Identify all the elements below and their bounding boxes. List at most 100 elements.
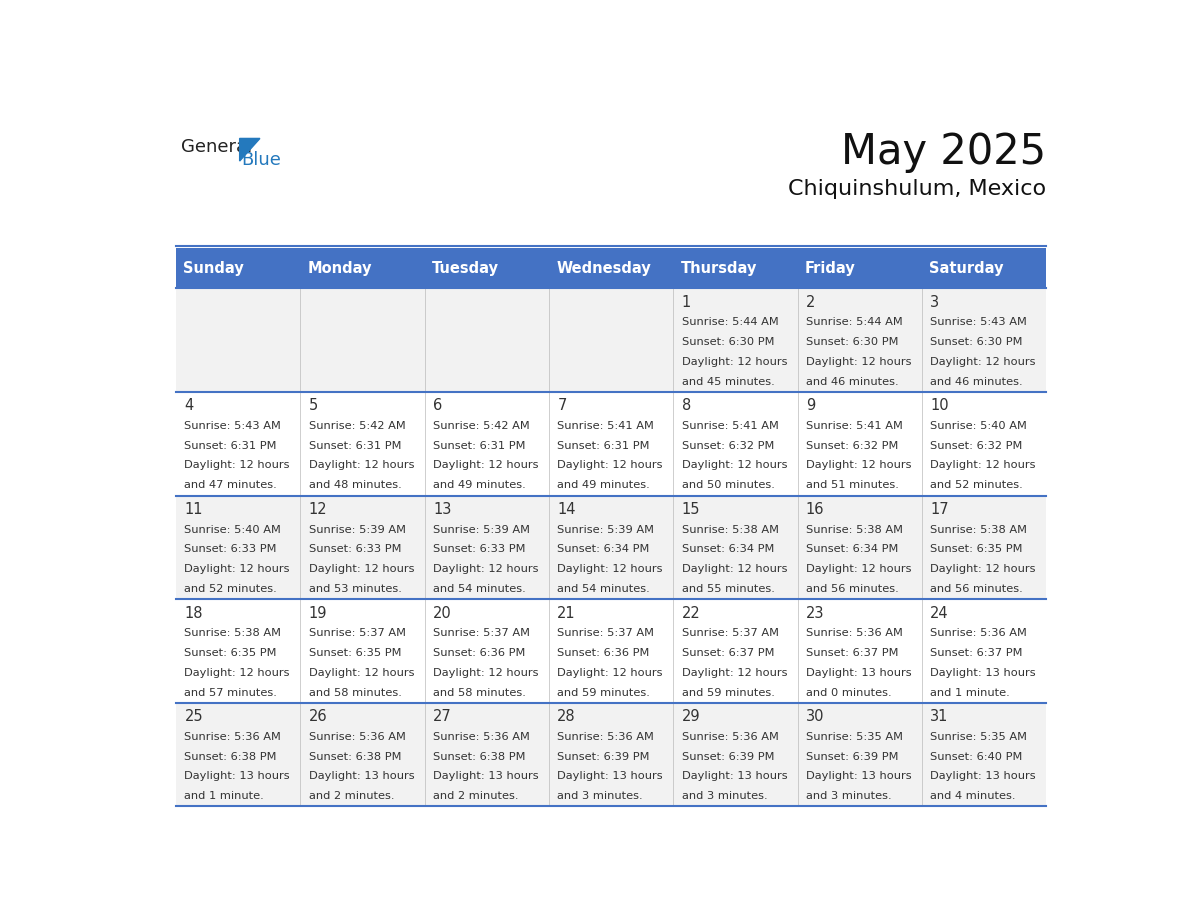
Text: and 53 minutes.: and 53 minutes. bbox=[309, 584, 402, 594]
Text: Daylight: 12 hours: Daylight: 12 hours bbox=[309, 461, 415, 471]
Text: Sunrise: 5:41 AM: Sunrise: 5:41 AM bbox=[805, 420, 903, 431]
Polygon shape bbox=[240, 139, 260, 161]
Text: and 59 minutes.: and 59 minutes. bbox=[557, 688, 650, 698]
Text: 1: 1 bbox=[682, 295, 691, 309]
Text: 31: 31 bbox=[930, 709, 948, 724]
Text: Daylight: 12 hours: Daylight: 12 hours bbox=[432, 667, 538, 677]
Text: 2: 2 bbox=[805, 295, 815, 309]
Text: and 0 minutes.: and 0 minutes. bbox=[805, 688, 891, 698]
Text: and 52 minutes.: and 52 minutes. bbox=[184, 584, 277, 594]
Text: and 54 minutes.: and 54 minutes. bbox=[432, 584, 526, 594]
Text: 26: 26 bbox=[309, 709, 328, 724]
Text: and 48 minutes.: and 48 minutes. bbox=[309, 480, 402, 490]
Text: Sunrise: 5:37 AM: Sunrise: 5:37 AM bbox=[309, 628, 405, 638]
Text: Daylight: 12 hours: Daylight: 12 hours bbox=[805, 564, 911, 574]
Text: 4: 4 bbox=[184, 398, 194, 413]
Text: Sunrise: 5:38 AM: Sunrise: 5:38 AM bbox=[805, 524, 903, 534]
Text: Sunrise: 5:40 AM: Sunrise: 5:40 AM bbox=[930, 420, 1028, 431]
Bar bbox=[922, 248, 1047, 288]
Text: Sunset: 6:33 PM: Sunset: 6:33 PM bbox=[184, 544, 277, 554]
Text: Sunday: Sunday bbox=[183, 261, 245, 275]
Text: and 3 minutes.: and 3 minutes. bbox=[805, 791, 891, 801]
Text: and 58 minutes.: and 58 minutes. bbox=[309, 688, 402, 698]
Text: and 56 minutes.: and 56 minutes. bbox=[805, 584, 898, 594]
Text: Sunset: 6:34 PM: Sunset: 6:34 PM bbox=[805, 544, 898, 554]
Text: Saturday: Saturday bbox=[929, 261, 1004, 275]
Text: Daylight: 12 hours: Daylight: 12 hours bbox=[432, 564, 538, 574]
Bar bbox=[301, 248, 424, 288]
Text: Daylight: 12 hours: Daylight: 12 hours bbox=[184, 564, 290, 574]
Text: 18: 18 bbox=[184, 606, 203, 621]
Bar bbox=[176, 392, 1047, 496]
Text: and 54 minutes.: and 54 minutes. bbox=[557, 584, 650, 594]
Text: Sunrise: 5:39 AM: Sunrise: 5:39 AM bbox=[557, 524, 655, 534]
Text: and 50 minutes.: and 50 minutes. bbox=[682, 480, 775, 490]
Bar bbox=[176, 496, 1047, 599]
Text: 17: 17 bbox=[930, 502, 949, 517]
Text: Sunrise: 5:35 AM: Sunrise: 5:35 AM bbox=[930, 732, 1028, 742]
Bar bbox=[425, 248, 549, 288]
Text: Sunset: 6:39 PM: Sunset: 6:39 PM bbox=[557, 752, 650, 762]
Text: Sunset: 6:38 PM: Sunset: 6:38 PM bbox=[184, 752, 277, 762]
Text: Sunset: 6:32 PM: Sunset: 6:32 PM bbox=[805, 441, 898, 451]
Text: Sunrise: 5:42 AM: Sunrise: 5:42 AM bbox=[432, 420, 530, 431]
Text: Monday: Monday bbox=[308, 261, 372, 275]
Text: Daylight: 12 hours: Daylight: 12 hours bbox=[682, 667, 788, 677]
Text: Daylight: 12 hours: Daylight: 12 hours bbox=[309, 667, 415, 677]
Text: Daylight: 13 hours: Daylight: 13 hours bbox=[930, 771, 1036, 781]
Text: Daylight: 12 hours: Daylight: 12 hours bbox=[557, 564, 663, 574]
Text: Chiquinshulum, Mexico: Chiquinshulum, Mexico bbox=[788, 179, 1047, 199]
Text: 28: 28 bbox=[557, 709, 576, 724]
Text: 10: 10 bbox=[930, 398, 949, 413]
Text: Sunrise: 5:35 AM: Sunrise: 5:35 AM bbox=[805, 732, 903, 742]
Text: Sunrise: 5:36 AM: Sunrise: 5:36 AM bbox=[309, 732, 405, 742]
Text: 12: 12 bbox=[309, 502, 328, 517]
Text: Daylight: 13 hours: Daylight: 13 hours bbox=[309, 771, 415, 781]
Text: Sunrise: 5:37 AM: Sunrise: 5:37 AM bbox=[682, 628, 778, 638]
Text: Sunset: 6:32 PM: Sunset: 6:32 PM bbox=[930, 441, 1023, 451]
Text: Sunset: 6:38 PM: Sunset: 6:38 PM bbox=[309, 752, 402, 762]
Text: Sunset: 6:36 PM: Sunset: 6:36 PM bbox=[557, 648, 650, 658]
Text: Sunset: 6:33 PM: Sunset: 6:33 PM bbox=[432, 544, 525, 554]
Text: Sunrise: 5:39 AM: Sunrise: 5:39 AM bbox=[432, 524, 530, 534]
Text: Daylight: 12 hours: Daylight: 12 hours bbox=[432, 461, 538, 471]
Text: 8: 8 bbox=[682, 398, 691, 413]
Text: Daylight: 12 hours: Daylight: 12 hours bbox=[682, 564, 788, 574]
Text: and 58 minutes.: and 58 minutes. bbox=[432, 688, 526, 698]
Bar bbox=[674, 248, 797, 288]
Text: Daylight: 12 hours: Daylight: 12 hours bbox=[805, 461, 911, 471]
Text: Sunset: 6:35 PM: Sunset: 6:35 PM bbox=[184, 648, 277, 658]
Text: Sunrise: 5:42 AM: Sunrise: 5:42 AM bbox=[309, 420, 405, 431]
Text: 20: 20 bbox=[432, 606, 451, 621]
Text: Daylight: 12 hours: Daylight: 12 hours bbox=[557, 667, 663, 677]
Text: Sunset: 6:37 PM: Sunset: 6:37 PM bbox=[682, 648, 775, 658]
Text: and 51 minutes.: and 51 minutes. bbox=[805, 480, 899, 490]
Text: Sunrise: 5:36 AM: Sunrise: 5:36 AM bbox=[930, 628, 1028, 638]
Text: and 46 minutes.: and 46 minutes. bbox=[805, 376, 898, 386]
Text: Daylight: 13 hours: Daylight: 13 hours bbox=[805, 667, 911, 677]
Text: Sunrise: 5:38 AM: Sunrise: 5:38 AM bbox=[184, 628, 282, 638]
Text: Daylight: 12 hours: Daylight: 12 hours bbox=[557, 461, 663, 471]
Text: Sunrise: 5:37 AM: Sunrise: 5:37 AM bbox=[557, 628, 655, 638]
Text: and 55 minutes.: and 55 minutes. bbox=[682, 584, 775, 594]
Text: Daylight: 13 hours: Daylight: 13 hours bbox=[805, 771, 911, 781]
Text: Sunrise: 5:36 AM: Sunrise: 5:36 AM bbox=[805, 628, 903, 638]
Text: Daylight: 12 hours: Daylight: 12 hours bbox=[682, 461, 788, 471]
Text: and 57 minutes.: and 57 minutes. bbox=[184, 688, 277, 698]
Text: Daylight: 13 hours: Daylight: 13 hours bbox=[557, 771, 663, 781]
Text: 21: 21 bbox=[557, 606, 576, 621]
Text: and 49 minutes.: and 49 minutes. bbox=[432, 480, 526, 490]
Text: and 49 minutes.: and 49 minutes. bbox=[557, 480, 650, 490]
Text: Sunset: 6:30 PM: Sunset: 6:30 PM bbox=[930, 337, 1023, 347]
Text: Sunset: 6:31 PM: Sunset: 6:31 PM bbox=[309, 441, 402, 451]
Text: Sunset: 6:31 PM: Sunset: 6:31 PM bbox=[557, 441, 650, 451]
Text: and 59 minutes.: and 59 minutes. bbox=[682, 688, 775, 698]
Text: Sunrise: 5:38 AM: Sunrise: 5:38 AM bbox=[682, 524, 778, 534]
Text: Sunset: 6:35 PM: Sunset: 6:35 PM bbox=[930, 544, 1023, 554]
Text: Daylight: 12 hours: Daylight: 12 hours bbox=[309, 564, 415, 574]
Text: Sunset: 6:40 PM: Sunset: 6:40 PM bbox=[930, 752, 1023, 762]
Text: and 1 minute.: and 1 minute. bbox=[930, 688, 1010, 698]
Text: Daylight: 12 hours: Daylight: 12 hours bbox=[184, 667, 290, 677]
Text: Sunset: 6:32 PM: Sunset: 6:32 PM bbox=[682, 441, 773, 451]
Text: 16: 16 bbox=[805, 502, 824, 517]
